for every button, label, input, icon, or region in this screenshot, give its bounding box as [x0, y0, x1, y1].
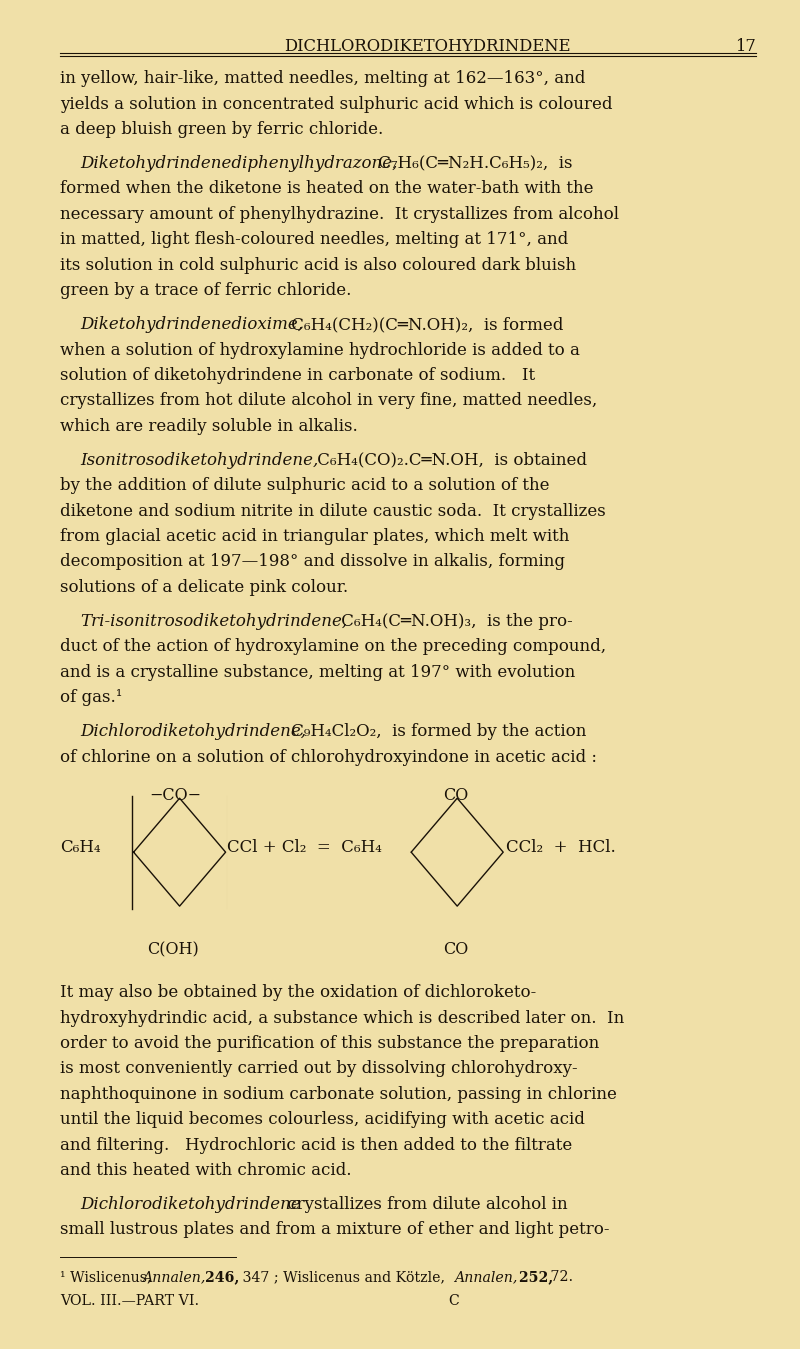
- Text: naphthoquinone in sodium carbonate solution, passing in chlorine: naphthoquinone in sodium carbonate solut…: [60, 1086, 617, 1103]
- Text: duct of the action of hydroxylamine on the preceding compound,: duct of the action of hydroxylamine on t…: [60, 638, 606, 656]
- Text: is most conveniently carried out by dissolving chlorohydroxy-: is most conveniently carried out by diss…: [60, 1060, 578, 1078]
- Text: until the liquid becomes colourless, acidifying with acetic acid: until the liquid becomes colourless, aci…: [60, 1112, 585, 1128]
- Text: C₆H₄(CO)₂.C═N.OH,  is obtained: C₆H₄(CO)₂.C═N.OH, is obtained: [312, 452, 587, 469]
- Text: C₉H₄Cl₂O₂,  is formed by the action: C₉H₄Cl₂O₂, is formed by the action: [286, 723, 586, 741]
- Text: 246,: 246,: [205, 1271, 239, 1284]
- Text: yields a solution in concentrated sulphuric acid which is coloured: yields a solution in concentrated sulphu…: [60, 96, 613, 112]
- Text: order to avoid the purification of this substance the preparation: order to avoid the purification of this …: [60, 1035, 599, 1052]
- Text: crystallizes from hot dilute alcohol in very fine, matted needles,: crystallizes from hot dilute alcohol in …: [60, 393, 598, 409]
- Text: when a solution of hydroxylamine hydrochloride is added to a: when a solution of hydroxylamine hydroch…: [60, 341, 580, 359]
- Text: VOL. III.—PART VI.: VOL. III.—PART VI.: [60, 1294, 199, 1309]
- Text: by the addition of dilute sulphuric acid to a solution of the: by the addition of dilute sulphuric acid…: [60, 478, 550, 494]
- Text: Diketohydrindenedioxime,: Diketohydrindenedioxime,: [80, 316, 303, 333]
- Text: Dichlorodiketohydrindene: Dichlorodiketohydrindene: [80, 1197, 301, 1213]
- Text: from glacial acetic acid in triangular plates, which melt with: from glacial acetic acid in triangular p…: [60, 527, 570, 545]
- Text: diketone and sodium nitrite in dilute caustic soda.  It crystallizes: diketone and sodium nitrite in dilute ca…: [60, 503, 606, 519]
- Text: solution of diketohydrindene in carbonate of sodium.   It: solution of diketohydrindene in carbonat…: [60, 367, 535, 384]
- Text: green by a trace of ferric chloride.: green by a trace of ferric chloride.: [60, 282, 351, 299]
- Text: DICHLORODIKETOHYDRINDENE: DICHLORODIKETOHYDRINDENE: [284, 38, 570, 55]
- Text: of chlorine on a solution of chlorohydroxyindone in acetic acid :: of chlorine on a solution of chlorohydro…: [60, 749, 597, 766]
- Text: −CO−: −CO−: [149, 788, 202, 804]
- Text: 252,: 252,: [514, 1271, 554, 1284]
- Text: C₆H₄(C═N.OH)₃,  is the pro-: C₆H₄(C═N.OH)₃, is the pro-: [336, 612, 573, 630]
- Text: C₆H₄(CH₂)(C═N.OH)₂,  is formed: C₆H₄(CH₂)(C═N.OH)₂, is formed: [286, 316, 564, 333]
- Text: 72.: 72.: [546, 1271, 574, 1284]
- Text: and filtering.   Hydrochloric acid is then added to the filtrate: and filtering. Hydrochloric acid is then…: [60, 1137, 572, 1153]
- Text: which are readily soluble in alkalis.: which are readily soluble in alkalis.: [60, 418, 358, 434]
- Text: 17: 17: [735, 38, 756, 55]
- Text: a deep bluish green by ferric chloride.: a deep bluish green by ferric chloride.: [60, 121, 383, 138]
- Text: C: C: [448, 1294, 458, 1309]
- Text: crystallizes from dilute alcohol in: crystallizes from dilute alcohol in: [282, 1197, 567, 1213]
- Text: 347 ; Wislicenus and Kötzle,: 347 ; Wislicenus and Kötzle,: [238, 1271, 450, 1284]
- Text: solutions of a delicate pink colour.: solutions of a delicate pink colour.: [60, 579, 348, 596]
- Text: C₇H₆(C═N₂H.C₆H₅)₂,  is: C₇H₆(C═N₂H.C₆H₅)₂, is: [373, 155, 572, 173]
- Text: CO: CO: [443, 942, 468, 958]
- Text: decomposition at 197—198° and dissolve in alkalis, forming: decomposition at 197—198° and dissolve i…: [60, 553, 565, 571]
- Text: CCl₂  +  HCl.: CCl₂ + HCl.: [506, 839, 616, 855]
- Text: and is a crystalline substance, melting at 197° with evolution: and is a crystalline substance, melting …: [60, 664, 575, 681]
- Text: CCl + Cl₂  =  C₆H₄: CCl + Cl₂ = C₆H₄: [227, 839, 382, 855]
- Text: Annalen,: Annalen,: [454, 1271, 518, 1284]
- Text: Isonitrosodiketohydrindene,: Isonitrosodiketohydrindene,: [80, 452, 318, 469]
- Text: ¹ Wislicenus,: ¹ Wislicenus,: [60, 1271, 156, 1284]
- Text: Diketohydrindenediphenylhydrazone,: Diketohydrindenediphenylhydrazone,: [80, 155, 398, 173]
- Text: C(OH): C(OH): [147, 942, 199, 958]
- Text: hydroxyhydrindic acid, a substance which is described later on.  In: hydroxyhydrindic acid, a substance which…: [60, 1010, 624, 1027]
- Text: C₆H₄: C₆H₄: [60, 839, 101, 855]
- Text: It may also be obtained by the oxidation of dichloroketo-: It may also be obtained by the oxidation…: [60, 985, 536, 1001]
- Text: necessary amount of phenylhydrazine.  It crystallizes from alcohol: necessary amount of phenylhydrazine. It …: [60, 206, 619, 223]
- Text: small lustrous plates and from a mixture of ether and light petro-: small lustrous plates and from a mixture…: [60, 1221, 610, 1238]
- Text: CO: CO: [443, 788, 468, 804]
- Text: in matted, light flesh-coloured needles, melting at 171°, and: in matted, light flesh-coloured needles,…: [60, 231, 568, 248]
- Text: its solution in cold sulphuric acid is also coloured dark bluish: its solution in cold sulphuric acid is a…: [60, 256, 576, 274]
- Text: and this heated with chromic acid.: and this heated with chromic acid.: [60, 1161, 351, 1179]
- Text: in yellow, hair-like, matted needles, melting at 162—163°, and: in yellow, hair-like, matted needles, me…: [60, 70, 586, 88]
- Text: formed when the diketone is heated on the water-bath with the: formed when the diketone is heated on th…: [60, 181, 594, 197]
- Text: Dichlorodiketohydrindene,: Dichlorodiketohydrindene,: [80, 723, 306, 741]
- Text: Annalen,: Annalen,: [142, 1271, 206, 1284]
- Text: of gas.¹: of gas.¹: [60, 689, 122, 706]
- Text: Tri-isonitrosodiketohydrindene,: Tri-isonitrosodiketohydrindene,: [80, 612, 347, 630]
